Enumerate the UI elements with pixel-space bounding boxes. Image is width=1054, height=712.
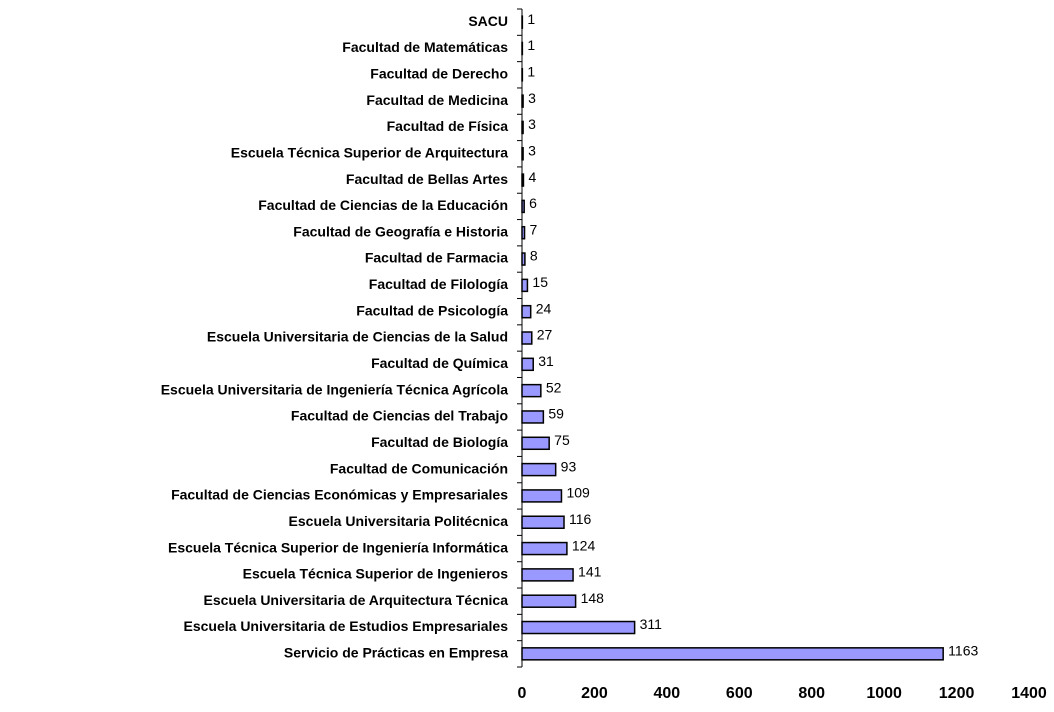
value-label: 52 bbox=[546, 379, 562, 395]
x-tick-label: 1000 bbox=[866, 685, 902, 702]
value-label: 27 bbox=[537, 327, 553, 343]
x-tick-label: 200 bbox=[581, 685, 608, 702]
y-tick-label: SACU bbox=[468, 13, 508, 29]
value-label: 3 bbox=[528, 116, 536, 132]
bar bbox=[521, 304, 532, 319]
value-label: 75 bbox=[554, 432, 570, 448]
y-tick-label: Facultad de Ciencias Económicas y Empres… bbox=[171, 487, 508, 503]
bar bbox=[521, 436, 550, 451]
bar bbox=[521, 489, 563, 503]
value-label: 15 bbox=[532, 274, 548, 290]
bar bbox=[521, 568, 574, 582]
value-label: 59 bbox=[548, 406, 564, 422]
y-tick-label: Facultad de Biología bbox=[371, 434, 508, 450]
bar bbox=[521, 278, 529, 293]
bar bbox=[521, 410, 545, 424]
value-label: 31 bbox=[538, 353, 554, 369]
y-tick-label: Facultad de Medicina bbox=[366, 92, 508, 108]
y-tick-label: Facultad de Bellas Artes bbox=[346, 171, 508, 187]
bar bbox=[521, 331, 533, 345]
y-tick-label: Escuela Universitaria de Arquitectura Té… bbox=[204, 592, 509, 608]
y-tick-label: Facultad de Física bbox=[387, 118, 509, 134]
x-tick-label: 400 bbox=[654, 685, 681, 702]
y-tick-label: Facultad de Filología bbox=[369, 276, 508, 292]
y-tick-label: Facultad de Ciencias del Trabajo bbox=[291, 408, 508, 424]
bar bbox=[521, 147, 524, 161]
value-label: 8 bbox=[530, 248, 538, 264]
value-label: 93 bbox=[561, 458, 577, 474]
y-tick-label: Facultad de Comunicación bbox=[330, 460, 508, 476]
value-label: 116 bbox=[569, 511, 592, 527]
y-tick-label: Facultad de Geografía e Historia bbox=[293, 223, 508, 239]
y-tick-label: Escuela Técnica Superior de Ingeniería I… bbox=[168, 539, 508, 555]
y-tick-label: Servicio de Prácticas en Empresa bbox=[284, 645, 508, 661]
y-tick-label: Escuela Universitaria de Ciencias de la … bbox=[207, 329, 508, 345]
bar bbox=[521, 515, 565, 529]
bar bbox=[521, 462, 557, 477]
value-label: 1 bbox=[527, 37, 535, 53]
x-tick-label: 0 bbox=[518, 685, 527, 702]
y-tick-label: Facultad de Farmacia bbox=[365, 250, 508, 266]
bar bbox=[521, 225, 526, 240]
value-label: 6 bbox=[529, 195, 537, 211]
value-label: 1163 bbox=[948, 643, 978, 659]
bar bbox=[521, 357, 534, 372]
value-label: 3 bbox=[528, 142, 536, 158]
value-label: 7 bbox=[530, 221, 538, 237]
bar bbox=[521, 94, 524, 108]
bar bbox=[521, 199, 525, 214]
bar bbox=[521, 594, 577, 608]
y-tick-label: Facultad de Psicología bbox=[356, 302, 508, 318]
y-tick-label: Facultad de Matemáticas bbox=[342, 39, 508, 55]
bar bbox=[521, 383, 542, 398]
bar bbox=[521, 541, 568, 556]
y-tick-label: Facultad de Química bbox=[371, 355, 508, 371]
value-label: 3 bbox=[528, 90, 536, 106]
y-tick-label: Escuela Universitaria de Ingeniería Técn… bbox=[161, 381, 509, 397]
bar bbox=[521, 647, 944, 661]
y-tick-label: Facultad de Ciencias de la Educación bbox=[258, 197, 508, 213]
x-tick-label: 600 bbox=[726, 685, 753, 702]
y-tick-label: Facultad de Derecho bbox=[370, 66, 508, 82]
x-tick-label: 800 bbox=[798, 685, 825, 702]
value-label: 148 bbox=[581, 590, 605, 606]
x-tick-label: 1200 bbox=[939, 685, 975, 702]
bar bbox=[521, 252, 526, 266]
bar bbox=[521, 120, 524, 135]
y-tick-label: Escuela Universitaria Politécnica bbox=[289, 513, 509, 529]
value-label: 124 bbox=[572, 537, 596, 553]
value-label: 109 bbox=[566, 485, 590, 501]
x-tick-label: 1400 bbox=[1011, 685, 1047, 702]
value-label: 24 bbox=[536, 300, 552, 316]
value-label: 1 bbox=[527, 64, 535, 80]
y-tick-label: Escuela Técnica Superior de Arquitectura bbox=[231, 144, 508, 160]
bar bbox=[521, 173, 525, 187]
y-tick-label: Escuela Universitaria de Estudios Empres… bbox=[184, 618, 509, 634]
bar bbox=[521, 620, 636, 635]
y-tick-label: Escuela Técnica Superior de Ingenieros bbox=[243, 566, 509, 582]
value-label: 141 bbox=[578, 564, 602, 580]
value-label: 4 bbox=[528, 169, 536, 185]
value-label: 1 bbox=[527, 11, 535, 27]
value-label: 311 bbox=[640, 616, 663, 632]
